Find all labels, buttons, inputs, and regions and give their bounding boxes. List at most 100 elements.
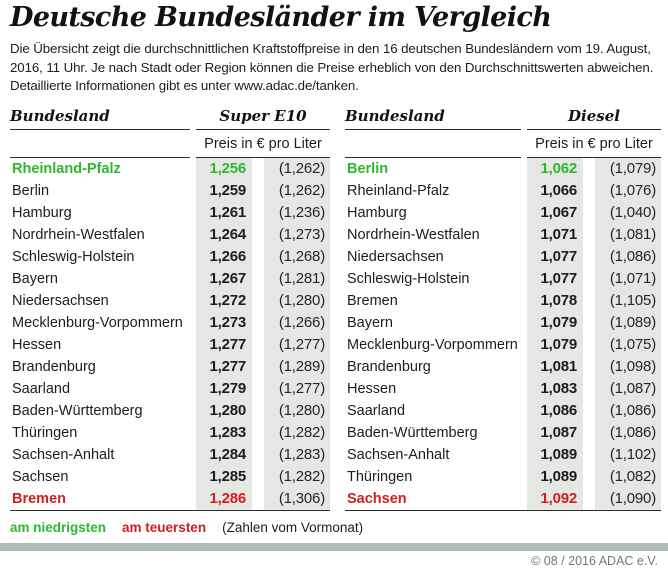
price-previous-month: (1,266) bbox=[264, 311, 330, 334]
price-current: 1,283 bbox=[196, 421, 252, 444]
copyright-text: © 08 / 2016 ADAC e.V. bbox=[531, 553, 658, 568]
price-previous-month: (1,102) bbox=[595, 443, 661, 466]
table-bottom-rule bbox=[10, 509, 330, 512]
price-current: 1,266 bbox=[196, 245, 252, 268]
price-current: 1,261 bbox=[196, 201, 252, 224]
table-row: Niedersachsen 1,272 (1,280) bbox=[10, 289, 330, 312]
table-row: Sachsen 1,092 (1,090) bbox=[345, 487, 661, 510]
column-gap bbox=[583, 268, 595, 290]
column-gap bbox=[252, 400, 264, 422]
column-gap bbox=[583, 290, 595, 312]
price-previous-month: (1,280) bbox=[264, 289, 330, 312]
price-previous-month: (1,277) bbox=[264, 377, 330, 400]
price-previous-month: (1,082) bbox=[595, 465, 661, 488]
price-previous-month: (1,281) bbox=[264, 267, 330, 290]
table-row: Saarland 1,086 (1,086) bbox=[345, 399, 661, 422]
table-row: Berlin 1,062 (1,079) bbox=[345, 157, 661, 180]
table-row: Hessen 1,083 (1,087) bbox=[345, 377, 661, 400]
state-name: Berlin bbox=[12, 182, 50, 199]
legend: am niedrigsten am teuersten (Zahlen vom … bbox=[10, 520, 658, 537]
price-current: 1,277 bbox=[196, 333, 252, 356]
price-current: 1,273 bbox=[196, 311, 252, 334]
table-row: Saarland 1,279 (1,277) bbox=[10, 377, 330, 400]
table-row: Hamburg 1,067 (1,040) bbox=[345, 201, 661, 224]
state-name: Berlin bbox=[347, 160, 389, 177]
table-row: Berlin 1,259 (1,262) bbox=[10, 179, 330, 202]
column-gap bbox=[252, 334, 264, 356]
table-row: Thüringen 1,283 (1,282) bbox=[10, 421, 330, 444]
price-previous-month: (1,283) bbox=[264, 443, 330, 466]
table-subheader-row: Preis in € pro Liter bbox=[10, 130, 330, 158]
table-subheader-row: Preis in € pro Liter bbox=[345, 130, 661, 158]
price-current: 1,277 bbox=[196, 355, 252, 378]
price-previous-month: (1,076) bbox=[595, 179, 661, 202]
table-row: Nordrhein-Westfalen 1,264 (1,273) bbox=[10, 223, 330, 246]
table-row: Thüringen 1,089 (1,082) bbox=[345, 465, 661, 488]
table-header-row: Bundesland Diesel bbox=[345, 106, 661, 130]
price-current: 1,267 bbox=[196, 267, 252, 290]
state-name: Thüringen bbox=[12, 424, 78, 441]
price-current: 1,089 bbox=[527, 443, 583, 466]
price-current: 1,279 bbox=[196, 377, 252, 400]
divider-bar bbox=[0, 542, 668, 551]
column-header-fuel: Diesel bbox=[527, 107, 661, 130]
price-current: 1,066 bbox=[527, 179, 583, 202]
price-previous-month: (1,040) bbox=[595, 201, 661, 224]
column-header-fuel: Super E10 bbox=[196, 107, 330, 130]
column-header-bundesland: Bundesland bbox=[345, 107, 521, 130]
price-previous-month: (1,268) bbox=[264, 245, 330, 268]
column-gap bbox=[252, 444, 264, 466]
column-gap bbox=[583, 224, 595, 246]
price-previous-month: (1,262) bbox=[264, 179, 330, 202]
state-name: Sachsen-Anhalt bbox=[12, 446, 115, 463]
state-name: Bayern bbox=[347, 314, 393, 331]
column-gap bbox=[252, 158, 264, 180]
price-current: 1,259 bbox=[196, 179, 252, 202]
price-current: 1,256 bbox=[196, 157, 252, 180]
table-row: Bayern 1,267 (1,281) bbox=[10, 267, 330, 290]
price-previous-month: (1,079) bbox=[595, 157, 661, 180]
column-gap bbox=[252, 202, 264, 224]
table-row: Schleswig-Holstein 1,077 (1,071) bbox=[345, 267, 661, 290]
column-gap bbox=[252, 466, 264, 488]
table-row: Bayern 1,079 (1,089) bbox=[345, 311, 661, 334]
table-row: Hamburg 1,261 (1,236) bbox=[10, 201, 330, 224]
column-gap bbox=[252, 312, 264, 334]
state-name: Hamburg bbox=[12, 204, 72, 221]
table-row: Rheinland-Pfalz 1,066 (1,076) bbox=[345, 179, 661, 202]
legend-lowest-label: am niedrigsten bbox=[10, 519, 107, 535]
price-previous-month: (1,090) bbox=[595, 487, 661, 510]
price-current: 1,078 bbox=[527, 289, 583, 312]
price-current: 1,272 bbox=[196, 289, 252, 312]
subheader-spacer bbox=[10, 130, 190, 158]
state-name: Hessen bbox=[12, 336, 62, 353]
column-gap bbox=[583, 444, 595, 466]
page-title: Deutsche Bundesländer im Vergleich bbox=[10, 2, 552, 33]
price-previous-month: (1,086) bbox=[595, 399, 661, 422]
column-header-unit: Preis in € pro Liter bbox=[527, 136, 661, 158]
legend-highest-label: am teuersten bbox=[122, 519, 207, 535]
price-previous-month: (1,098) bbox=[595, 355, 661, 378]
price-current: 1,081 bbox=[527, 355, 583, 378]
state-name: Rheinland-Pfalz bbox=[12, 160, 121, 177]
column-gap bbox=[252, 224, 264, 246]
state-name: Mecklenburg-Vorpommern bbox=[347, 336, 518, 353]
price-previous-month: (1,071) bbox=[595, 267, 661, 290]
column-gap bbox=[252, 356, 264, 378]
state-name: Mecklenburg-Vorpommern bbox=[12, 314, 183, 331]
column-header-bundesland: Bundesland bbox=[10, 107, 190, 130]
column-gap bbox=[252, 246, 264, 268]
table-row: Brandenburg 1,081 (1,098) bbox=[345, 355, 661, 378]
price-current: 1,077 bbox=[527, 267, 583, 290]
state-name: Baden-Württemberg bbox=[12, 402, 143, 419]
column-gap bbox=[583, 356, 595, 378]
table-row: Mecklenburg-Vorpommern 1,273 (1,266) bbox=[10, 311, 330, 334]
tables-container: Bundesland Super E10 Preis in € pro Lite… bbox=[10, 106, 661, 512]
table-super-e10: Bundesland Super E10 Preis in € pro Lite… bbox=[10, 106, 330, 512]
table-row: Bremen 1,078 (1,105) bbox=[345, 289, 661, 312]
column-gap bbox=[252, 290, 264, 312]
table-row: Sachsen-Anhalt 1,284 (1,283) bbox=[10, 443, 330, 466]
price-previous-month: (1,086) bbox=[595, 245, 661, 268]
state-name: Schleswig-Holstein bbox=[347, 270, 470, 287]
legend-note: (Zahlen vom Vormonat) bbox=[222, 519, 364, 535]
